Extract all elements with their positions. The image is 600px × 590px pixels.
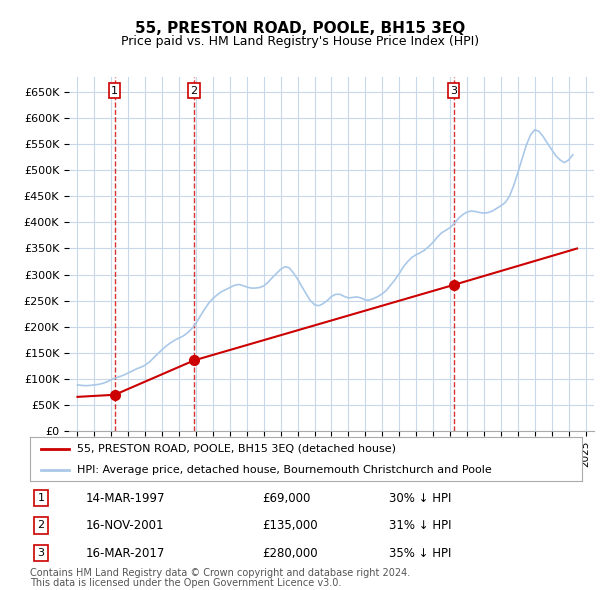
Text: 55, PRESTON ROAD, POOLE, BH15 3EQ: 55, PRESTON ROAD, POOLE, BH15 3EQ bbox=[135, 21, 465, 35]
Text: 2: 2 bbox=[37, 520, 44, 530]
Text: 3: 3 bbox=[38, 548, 44, 558]
Text: 1: 1 bbox=[111, 86, 118, 96]
Text: Price paid vs. HM Land Registry's House Price Index (HPI): Price paid vs. HM Land Registry's House … bbox=[121, 35, 479, 48]
Text: HPI: Average price, detached house, Bournemouth Christchurch and Poole: HPI: Average price, detached house, Bour… bbox=[77, 465, 491, 475]
Text: 16-NOV-2001: 16-NOV-2001 bbox=[85, 519, 164, 532]
Text: 35% ↓ HPI: 35% ↓ HPI bbox=[389, 546, 451, 559]
Text: £135,000: £135,000 bbox=[262, 519, 317, 532]
Text: 55, PRESTON ROAD, POOLE, BH15 3EQ (detached house): 55, PRESTON ROAD, POOLE, BH15 3EQ (detac… bbox=[77, 444, 396, 454]
Text: 3: 3 bbox=[450, 86, 457, 96]
Text: Contains HM Land Registry data © Crown copyright and database right 2024.: Contains HM Land Registry data © Crown c… bbox=[30, 568, 410, 578]
Text: £280,000: £280,000 bbox=[262, 546, 317, 559]
Text: £69,000: £69,000 bbox=[262, 491, 310, 504]
Text: 31% ↓ HPI: 31% ↓ HPI bbox=[389, 519, 451, 532]
Text: This data is licensed under the Open Government Licence v3.0.: This data is licensed under the Open Gov… bbox=[30, 578, 341, 588]
Text: 14-MAR-1997: 14-MAR-1997 bbox=[85, 491, 164, 504]
Text: 1: 1 bbox=[38, 493, 44, 503]
Text: 30% ↓ HPI: 30% ↓ HPI bbox=[389, 491, 451, 504]
Text: 2: 2 bbox=[190, 86, 197, 96]
Text: 16-MAR-2017: 16-MAR-2017 bbox=[85, 546, 164, 559]
